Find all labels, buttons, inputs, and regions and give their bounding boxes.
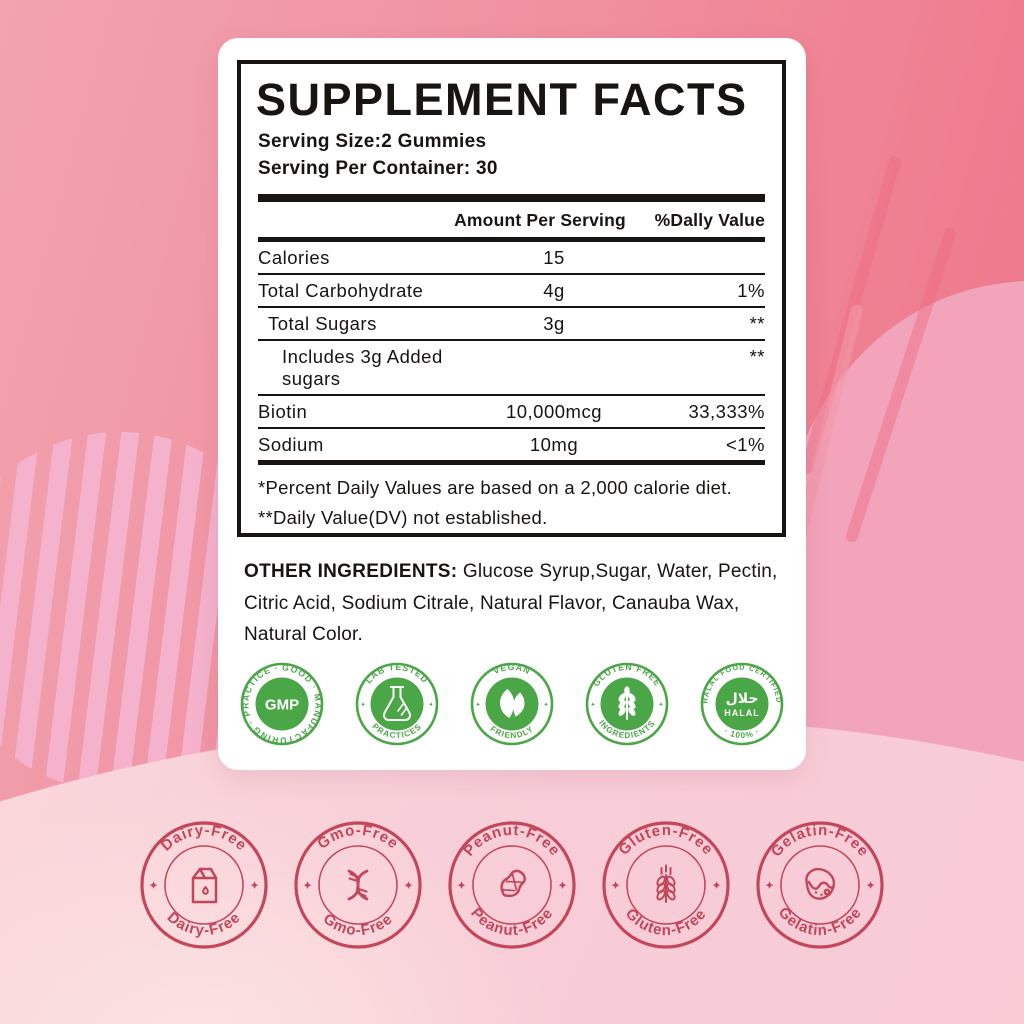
footnotes: *Percent Daily Values are based on a 2,0… <box>258 465 765 532</box>
svg-text:Peanut-Free: Peanut-Free <box>460 822 563 860</box>
facts-rows: Calories 15 Total Carbohydrate 4g 1% Total Su… <box>258 242 765 460</box>
svg-text:Peanut-Free: Peanut-Free <box>467 905 557 940</box>
certification-badge: VEGAN FRIENDLY✦ ✦ <box>470 662 554 746</box>
nutrient-amount: 3g <box>543 313 565 334</box>
supplement-facts-panel: SUPPLEMENT FACTS Serving Size:2 Gummies … <box>237 60 786 537</box>
nutrient-daily-value: 33,333% <box>688 401 765 422</box>
sparkle-icon: ✦ <box>403 879 413 893</box>
divider-medium <box>258 460 765 465</box>
svg-text:VEGAN: VEGAN <box>492 662 533 676</box>
halal-icon: حلال HALAL <box>724 691 760 718</box>
gmp-seal-icon: GMP <box>265 697 299 714</box>
sparkle-icon: ✦ <box>428 702 433 709</box>
svg-text:Gluten-Free: Gluten-Free <box>615 822 716 859</box>
dna-icon <box>347 869 369 901</box>
other-ingredients-text: Glucose Syrup,Sugar, Water, Pectin, Citr… <box>244 561 778 645</box>
facts-row: Sodium 10mg <1% <box>258 429 765 460</box>
sparkle-icon: ✦ <box>148 879 158 893</box>
svg-text:Gmo-Free: Gmo-Free <box>314 822 402 853</box>
svg-text:· 100% ·: · 100% · <box>723 727 762 741</box>
certification-badge: HALAL FOOD CERTIFIED · 100% · حلال HALAL <box>700 663 784 746</box>
nutrient-name: Total Carbohydrate <box>258 280 424 301</box>
svg-text:Dairy-Free: Dairy-Free <box>158 822 251 855</box>
nutrient-amount: 4g <box>543 280 565 301</box>
table-header: Amount Per Serving %Dally Value <box>258 202 765 237</box>
facts-row: Total Carbohydrate 4g 1% <box>258 275 765 308</box>
sparkle-icon: ✦ <box>456 879 466 893</box>
servings-per-container: Serving Per Container: 30 <box>258 158 498 179</box>
svg-text:Gmo-Free: Gmo-Free <box>320 910 396 939</box>
nutrient-amount <box>458 346 650 390</box>
nutrient-daily-value: 1% <box>737 280 765 301</box>
svg-text:Gluten-Free: Gluten-Free <box>622 905 710 939</box>
nutrient-amount: 10mg <box>529 434 579 455</box>
certification-badge: LAB TESTED PRACTICES✦ ✦ <box>355 662 439 746</box>
facts-row: Includes 3g Added sugars ** <box>258 341 765 396</box>
svg-text:Dairy-Free: Dairy-Free <box>164 909 244 939</box>
gelatin-icon <box>805 867 836 900</box>
divider-medium <box>258 237 765 242</box>
wheat-outline-icon <box>656 864 676 903</box>
facts-row: Total Sugars 3g ** <box>258 308 765 341</box>
divider-thick <box>258 194 765 202</box>
sparkle-icon: ✦ <box>711 879 721 893</box>
other-ingredients-label: OTHER INGREDIENTS: <box>244 561 458 582</box>
sparkle-icon: ✦ <box>543 702 548 709</box>
nutrient-daily-value: ** <box>749 346 765 367</box>
sparkle-icon: ✦ <box>658 702 663 709</box>
column-header-amount: Amount Per Serving <box>454 210 626 230</box>
nutrient-daily-value: <1% <box>725 434 765 455</box>
serving-size: Serving Size:2 Gummies <box>258 131 487 152</box>
free-from-badges-row: Dairy-Free Dairy-Free ✦ ✦ Gmo-Free Gmo-F… <box>0 819 1024 951</box>
facts-row: Calories 15 <box>258 242 765 275</box>
svg-text:HALAL: HALAL <box>724 708 760 718</box>
svg-text:حلال: حلال <box>726 691 759 707</box>
nutrient-name: Total Sugars <box>268 313 377 334</box>
nutrient-amount: 10,000mcg <box>505 401 603 422</box>
nutrient-daily-value: ** <box>749 313 765 334</box>
svg-text:Gelatin-Free: Gelatin-Free <box>768 822 873 860</box>
free-from-badge: Gluten-Free Gluten-Free ✦ ✦ <box>602 821 730 949</box>
milk-carton-icon <box>191 867 218 904</box>
flask-icon <box>383 686 411 721</box>
nutrient-name: Biotin <box>258 401 308 422</box>
leaf-icon <box>500 689 525 718</box>
nutrient-daily-value <box>650 247 765 269</box>
other-ingredients: OTHER INGREDIENTS: Glucose Syrup,Sugar, … <box>244 556 784 651</box>
nutrient-name: Includes 3g Added sugars <box>282 346 443 389</box>
sparkle-icon: ✦ <box>764 879 774 893</box>
sparkle-icon: ✦ <box>302 879 312 893</box>
sparkle-icon: ✦ <box>249 879 259 893</box>
sparkle-icon: ✦ <box>475 702 480 709</box>
panel-title: SUPPLEMENT FACTS <box>256 74 748 125</box>
nutrient-amount: 15 <box>543 247 565 268</box>
sparkle-icon: ✦ <box>557 879 567 893</box>
nutrient-name: Calories <box>258 247 330 268</box>
footnote-dv-not-established: **Daily Value(DV) not established. <box>258 506 548 528</box>
certification-badge: GOOD · MANUFACTURING · PRACTICE · GMP <box>240 662 324 746</box>
sparkle-icon: ✦ <box>590 702 595 709</box>
wheat-icon <box>618 686 636 720</box>
sparkle-icon: ✦ <box>360 702 365 709</box>
svg-text:Gelatin-Free: Gelatin-Free <box>775 904 866 939</box>
certification-badges-row: GOOD · MANUFACTURING · PRACTICE · GMP LA… <box>218 662 806 746</box>
certification-badge: GLUTEN FREE INGREDIENTS✦ ✦ <box>585 662 669 746</box>
peanut-icon <box>500 869 526 898</box>
sparkle-icon: ✦ <box>610 879 620 893</box>
free-from-badge: Peanut-Free Peanut-Free ✦ ✦ <box>448 821 576 949</box>
facts-row: Biotin 10,000mcg 33,333% <box>258 396 765 429</box>
footnote-percent-dv: *Percent Daily Values are based on a 2,0… <box>258 477 733 498</box>
nutrient-name: Sodium <box>258 434 324 455</box>
column-header-daily-value: %Dally Value <box>654 210 765 230</box>
free-from-badge: Gelatin-Free Gelatin-Free ✦ ✦ <box>756 821 884 949</box>
sparkle-icon: ✦ <box>865 879 875 893</box>
supplement-facts-card: SUPPLEMENT FACTS Serving Size:2 Gummies … <box>218 38 806 770</box>
free-from-badge: Gmo-Free Gmo-Free ✦ ✦ <box>294 821 422 949</box>
free-from-badge: Dairy-Free Dairy-Free ✦ ✦ <box>140 821 268 949</box>
